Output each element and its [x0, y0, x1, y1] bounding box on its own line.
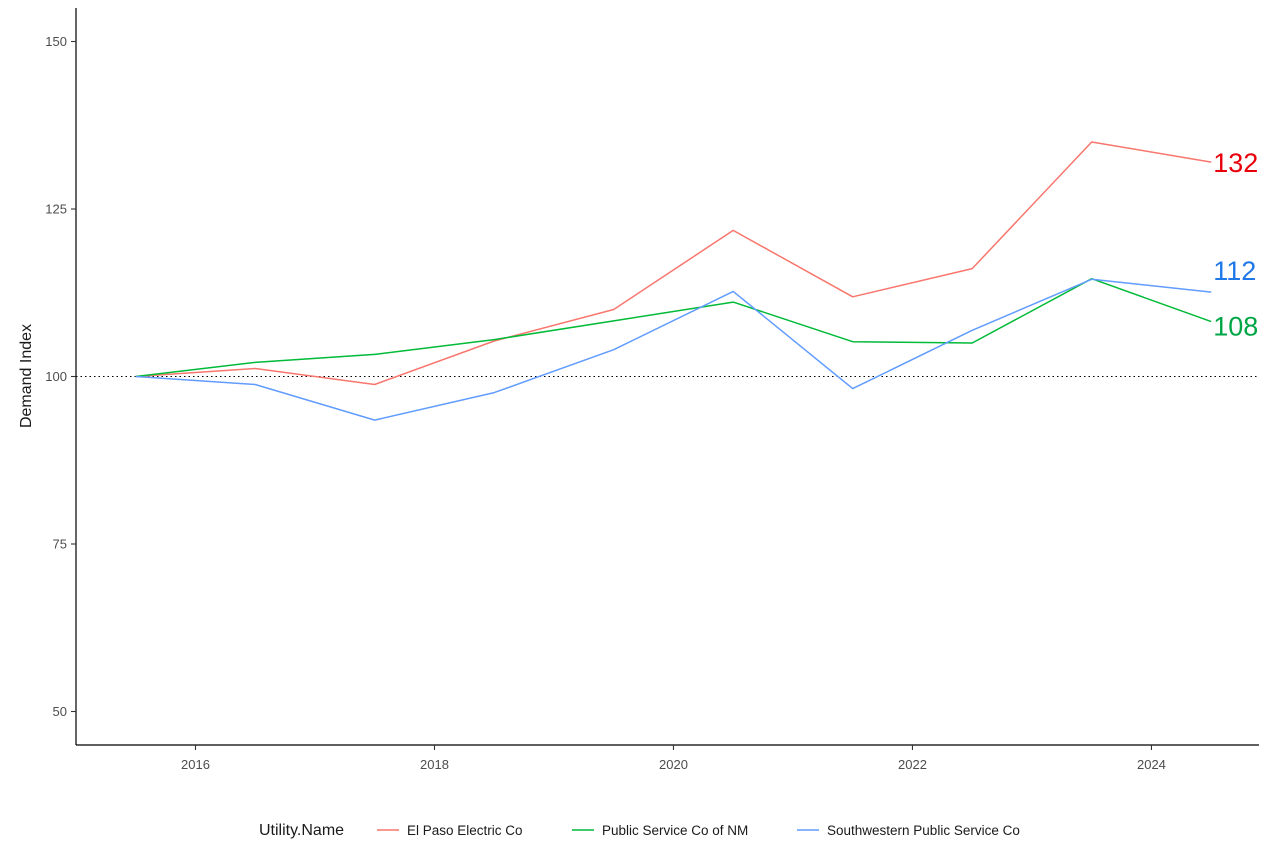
x-tick-label: 2018 — [420, 757, 449, 772]
series-end-label: 132 — [1213, 148, 1258, 178]
y-tick-label: 50 — [53, 704, 67, 719]
y-tick-label: 125 — [45, 202, 67, 217]
y-axis-title: Demand Index — [18, 324, 35, 428]
x-tick-label: 2022 — [898, 757, 927, 772]
legend-item-label: Public Service Co of NM — [602, 823, 748, 838]
y-tick-label: 75 — [53, 537, 67, 552]
legend: Utility.Name El Paso Electric Co Public S… — [259, 822, 1020, 839]
x-tick-label: 2020 — [659, 757, 688, 772]
end-labels: 132 108 112 — [1213, 148, 1258, 341]
legend-item-label: Southwestern Public Service Co — [827, 823, 1020, 838]
y-tick-label: 100 — [45, 369, 67, 384]
series-line — [135, 278, 1212, 421]
x-tick-label: 2024 — [1137, 757, 1166, 772]
y-tick-label: 150 — [45, 34, 67, 49]
series-line — [135, 277, 1212, 378]
axes — [75, 8, 1259, 746]
series-end-label: 108 — [1213, 312, 1258, 342]
x-tick-label: 2016 — [181, 757, 210, 772]
series-lines — [135, 141, 1212, 421]
legend-item-label: El Paso Electric Co — [407, 823, 523, 838]
legend-title: Utility.Name — [259, 822, 344, 839]
series-end-label: 112 — [1213, 256, 1256, 286]
series-line — [135, 141, 1212, 386]
tick-labels: 50 75 100 125 150 2016 2018 2020 2022 2024 — [45, 34, 1166, 772]
